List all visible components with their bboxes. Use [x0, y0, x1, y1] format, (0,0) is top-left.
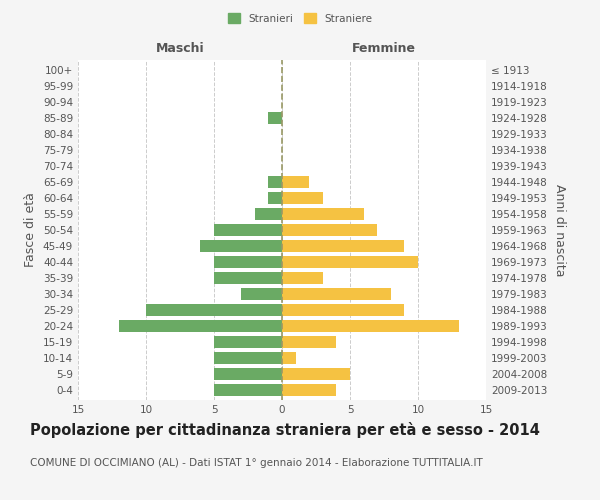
Bar: [282, 224, 377, 236]
Bar: [146, 304, 282, 316]
Text: Popolazione per cittadinanza straniera per età e sesso - 2014: Popolazione per cittadinanza straniera p…: [30, 422, 540, 438]
Bar: [214, 224, 282, 236]
Legend: Stranieri, Straniere: Stranieri, Straniere: [224, 10, 376, 26]
Bar: [282, 192, 323, 204]
Y-axis label: Fasce di età: Fasce di età: [25, 192, 37, 268]
Bar: [282, 336, 337, 348]
Bar: [268, 192, 282, 204]
Bar: [214, 368, 282, 380]
Bar: [282, 368, 350, 380]
Bar: [282, 272, 323, 284]
Bar: [214, 272, 282, 284]
Bar: [282, 384, 337, 396]
Text: COMUNE DI OCCIMIANO (AL) - Dati ISTAT 1° gennaio 2014 - Elaborazione TUTTITALIA.: COMUNE DI OCCIMIANO (AL) - Dati ISTAT 1°…: [30, 458, 483, 468]
Bar: [200, 240, 282, 252]
Text: Maschi: Maschi: [155, 42, 205, 55]
Bar: [214, 256, 282, 268]
Bar: [282, 288, 391, 300]
Bar: [282, 320, 459, 332]
Bar: [282, 256, 418, 268]
Bar: [268, 112, 282, 124]
Bar: [282, 176, 309, 188]
Text: Femmine: Femmine: [352, 42, 416, 55]
Bar: [282, 304, 404, 316]
Bar: [119, 320, 282, 332]
Bar: [214, 352, 282, 364]
Y-axis label: Anni di nascita: Anni di nascita: [553, 184, 566, 276]
Bar: [282, 208, 364, 220]
Bar: [214, 384, 282, 396]
Bar: [282, 352, 296, 364]
Bar: [282, 240, 404, 252]
Bar: [268, 176, 282, 188]
Bar: [214, 336, 282, 348]
Bar: [255, 208, 282, 220]
Bar: [241, 288, 282, 300]
